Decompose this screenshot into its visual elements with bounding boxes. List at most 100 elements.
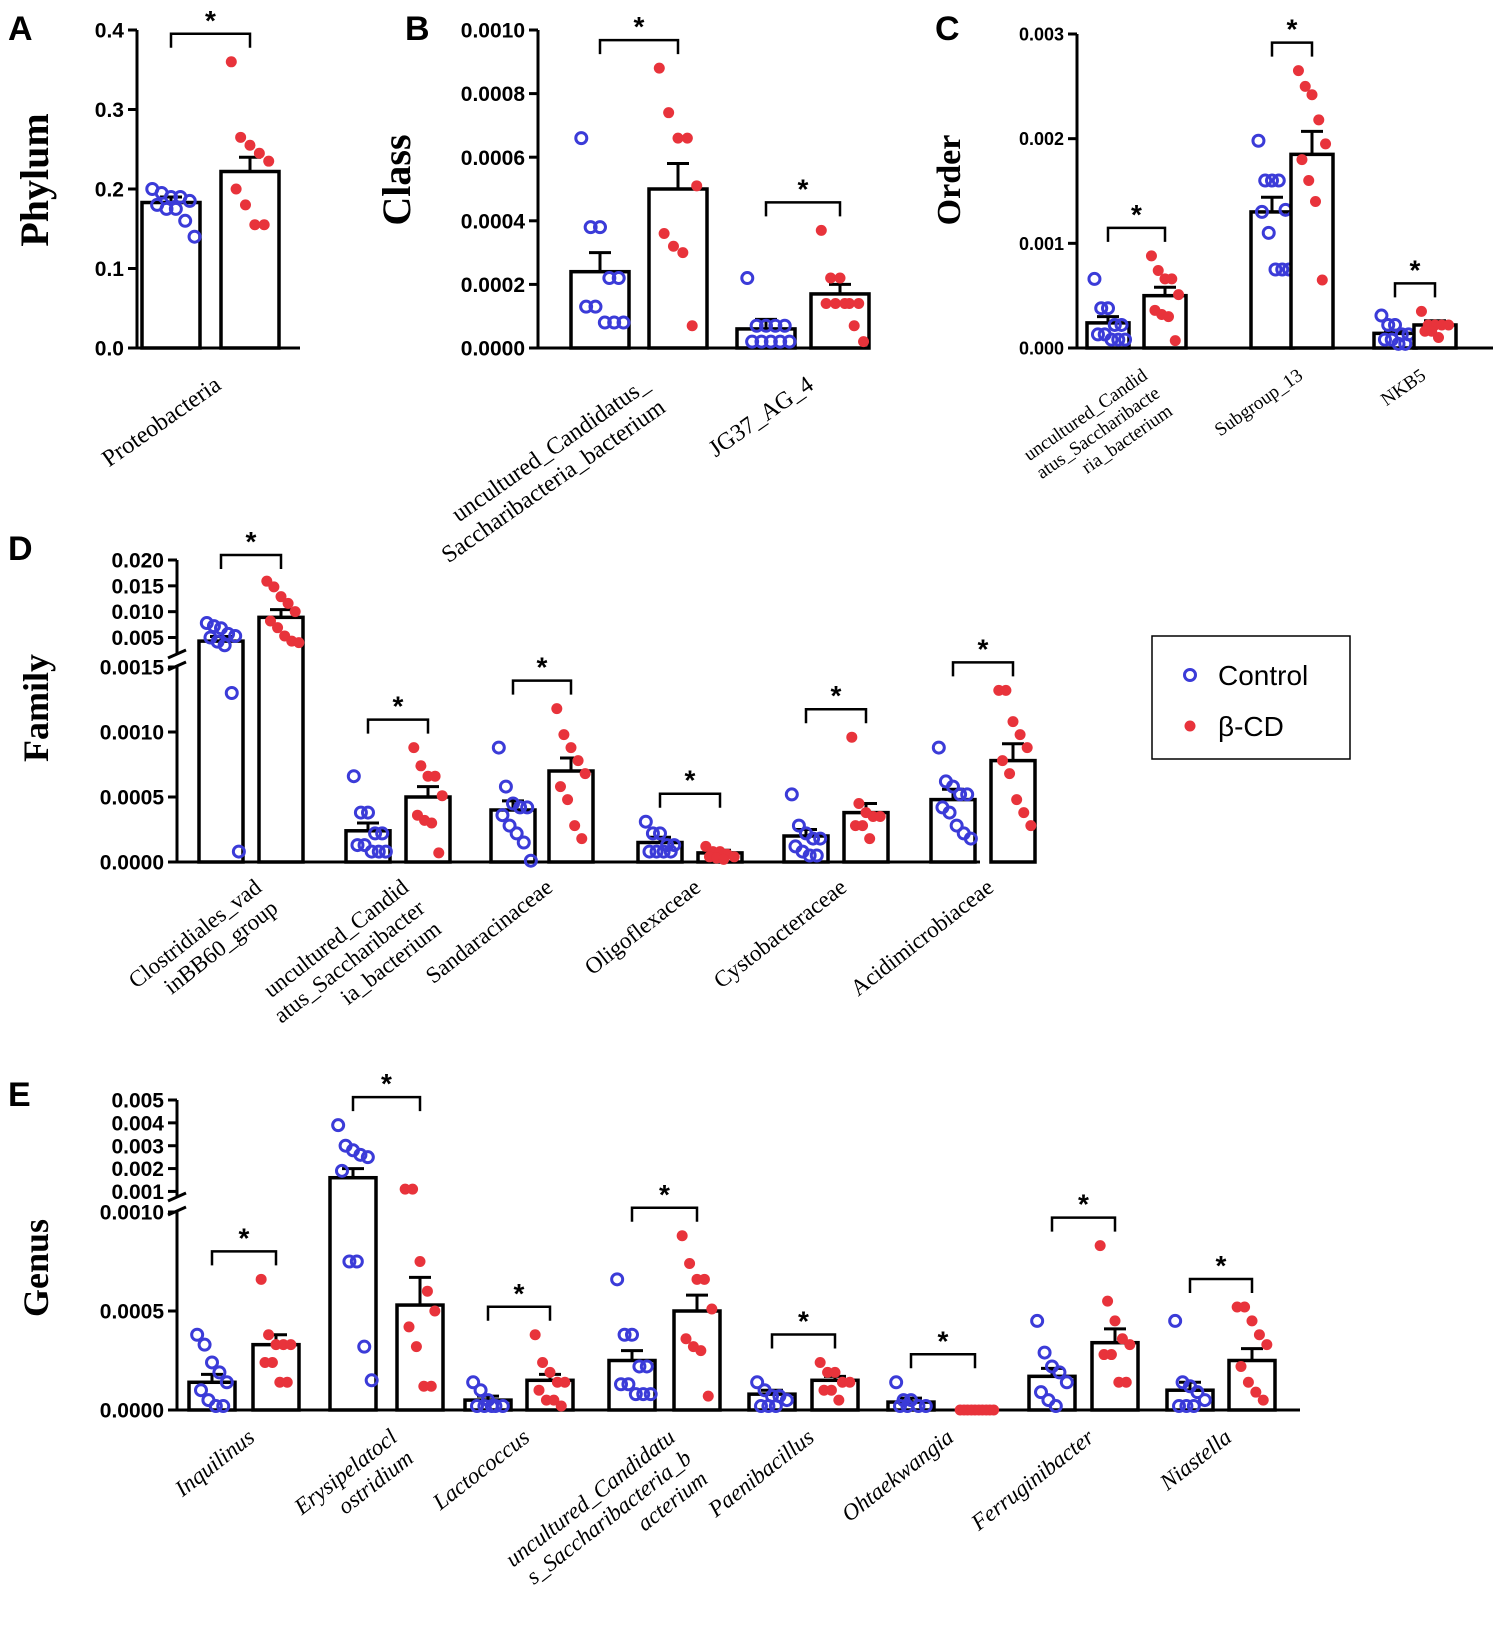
- point-bcd-b1: [848, 320, 860, 332]
- point-control-e7: [1190, 1385, 1205, 1400]
- panel-letter-c: C: [935, 10, 960, 48]
- category-label-d1: uncultured_Candidatus_Saccharibacteria_b…: [253, 874, 446, 1049]
- point-control-e7: [1179, 1399, 1194, 1414]
- category-label-d4: Cystobacteraceae: [709, 874, 851, 993]
- point-control-d0: [217, 638, 232, 653]
- point-control-e0: [219, 1375, 234, 1390]
- point-control-a0: [168, 201, 183, 216]
- point-bcd-e2: [533, 1384, 545, 1396]
- point-bcd-c1: [1310, 195, 1321, 207]
- point-control-d4: [809, 848, 824, 863]
- point-control-d3: [645, 826, 660, 841]
- panel-c: C Order 0.000 0.001 0.002 0.003 * uncultured_Ca…: [931, 10, 1493, 502]
- point-bcd-b0: [681, 132, 693, 144]
- point-bcd-a0: [239, 199, 251, 211]
- category-label-c2: NKB5: [1377, 365, 1430, 411]
- point-bcd-e6: [1105, 1349, 1117, 1361]
- category-label-e0: Inquilinus: [169, 1424, 259, 1502]
- category-label-line-d4: Cystobacteraceae: [709, 874, 851, 993]
- category-label-line-d3: Oligoflexaceae: [580, 874, 705, 979]
- point-control-b0: [616, 315, 631, 330]
- category-label-line-e5: Ohtaekwangia: [837, 1424, 958, 1526]
- point-control-c0: [1090, 327, 1105, 342]
- category-label-e4: Paenibacillus: [703, 1424, 819, 1522]
- point-control-e3: [621, 1377, 636, 1392]
- y-axis-label-b: Class: [374, 134, 419, 225]
- bar-bcd-e0: [251, 1342, 301, 1412]
- point-bcd-e2: [555, 1400, 567, 1412]
- legend-box: [1151, 635, 1351, 760]
- category-label-d5: Acidimicrobiaceae: [846, 874, 998, 1001]
- legend: Control β-CD: [1151, 635, 1351, 760]
- bar-bcd-d0: [257, 615, 305, 864]
- point-control-b1: [782, 334, 797, 349]
- y-tick-label-e: 0.002: [111, 1158, 164, 1181]
- point-bcd-e4: [825, 1384, 837, 1396]
- point-control-e2: [473, 1383, 488, 1398]
- point-control-e4: [750, 1375, 765, 1390]
- point-control-b1: [777, 318, 792, 333]
- y-tick-label-b: 0.0002: [461, 274, 525, 297]
- point-control-e6: [1048, 1399, 1063, 1414]
- point-control-e1: [360, 1150, 375, 1165]
- significance-star-e0: *: [239, 1222, 250, 1253]
- point-bcd-e6: [1109, 1315, 1121, 1327]
- point-control-e3: [628, 1387, 643, 1402]
- category-label-line-b0: Saccharibacteria_bacterium: [437, 394, 670, 568]
- point-control-c1: [1275, 262, 1290, 277]
- bar-control-d0: [197, 639, 245, 864]
- bar-control-a0: [140, 200, 202, 350]
- point-control-c2: [1388, 317, 1402, 332]
- point-control-c1: [1254, 204, 1269, 219]
- point-control-c1: [1251, 133, 1266, 148]
- significance-star-d0: *: [246, 526, 257, 557]
- y-tick-label-c: 0.003: [1019, 24, 1064, 44]
- point-bcd-c2: [1443, 319, 1455, 331]
- point-control-d1: [364, 844, 379, 859]
- point-bcd-a0: [249, 219, 261, 231]
- point-bcd-c1: [1306, 89, 1318, 101]
- point-control-e2: [466, 1375, 481, 1390]
- point-control-b1: [773, 334, 788, 349]
- point-bcd-e6: [1120, 1376, 1132, 1388]
- category-label-c1: Subgroup_13: [1211, 365, 1307, 441]
- significance-bracket-d1: [366, 718, 430, 734]
- point-control-e0: [205, 1355, 219, 1370]
- point-bcd-e3: [695, 1345, 707, 1357]
- point-bcd-d3: [718, 853, 730, 865]
- point-control-c0: [1118, 332, 1133, 347]
- category-label-c0: uncultured_Candidatus_Saccharibacteria_b…: [1020, 365, 1177, 502]
- point-control-e0: [197, 1337, 212, 1352]
- point-control-d5: [963, 831, 978, 846]
- point-bcd-b0: [658, 228, 670, 240]
- point-bcd-e4: [844, 1376, 856, 1388]
- point-control-e7: [1171, 1399, 1186, 1414]
- significance-bracket-d0: [219, 553, 283, 569]
- significance-bracket-e6: [1050, 1216, 1117, 1232]
- point-control-b1: [763, 334, 778, 349]
- significance-star-c2: *: [1410, 254, 1421, 285]
- y-tick-label-a: 0.0: [95, 338, 124, 361]
- point-bcd-e2: [529, 1329, 541, 1341]
- point-bcd-b0: [663, 107, 675, 119]
- point-control-d3: [653, 826, 667, 841]
- point-bcd-d2: [562, 794, 574, 806]
- point-control-b1: [745, 334, 760, 349]
- category-label-line-a0: Proteobacteria: [97, 371, 226, 472]
- y-tick-label-e: 0.003: [111, 1135, 164, 1158]
- point-control-e5: [900, 1399, 915, 1414]
- y-tick-label-a: 0.2: [95, 179, 124, 202]
- point-control-d1: [371, 844, 386, 859]
- category-label-e7: Niastella: [1154, 1424, 1236, 1495]
- point-bcd-b1: [825, 272, 837, 284]
- point-control-e0: [193, 1383, 208, 1398]
- point-control-e6: [1030, 1313, 1045, 1328]
- point-control-e2: [477, 1399, 492, 1414]
- y-tick-label-d: 0.005: [111, 627, 164, 650]
- point-control-c2: [1374, 308, 1389, 323]
- point-bcd-c0: [1152, 265, 1164, 277]
- significance-star-c1: *: [1287, 14, 1298, 45]
- point-control-e0: [212, 1365, 227, 1380]
- point-control-e7: [1197, 1393, 1212, 1408]
- point-bcd-b0: [686, 320, 698, 332]
